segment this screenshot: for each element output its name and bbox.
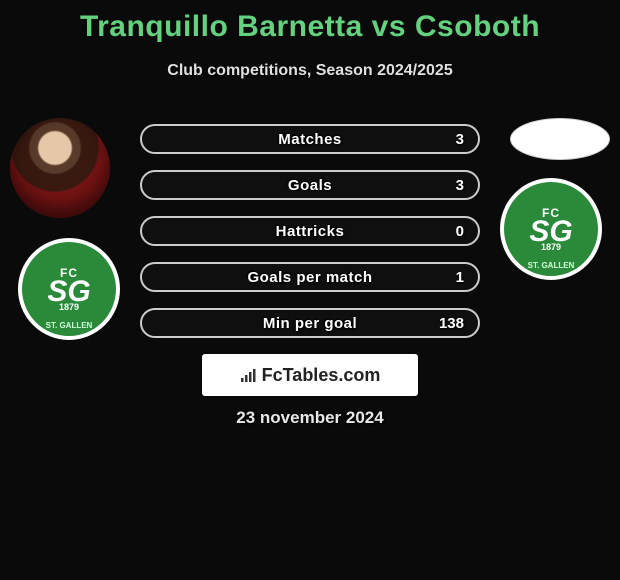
- player1-club-badge: FC SG 1879 ST. GALLEN: [18, 238, 120, 340]
- stat-row: Min per goal 138: [140, 308, 480, 338]
- subtitle: Club competitions, Season 2024/2025: [0, 62, 620, 80]
- comparison-title: Tranquillo Barnetta vs Csoboth: [0, 0, 620, 44]
- brand-box: FcTables.com: [202, 354, 418, 396]
- stat-row: Goals per match 1: [140, 262, 480, 292]
- brand-text: FcTables.com: [262, 365, 381, 386]
- stat-label: Min per goal: [263, 315, 357, 332]
- player2-name: Csoboth: [415, 10, 540, 43]
- stat-value-right: 3: [456, 131, 464, 148]
- stat-label: Matches: [278, 131, 342, 148]
- stat-value-right: 3: [456, 177, 464, 194]
- stat-row: Hattricks 0: [140, 216, 480, 246]
- club-ring-text: ST. GALLEN: [504, 182, 598, 276]
- player1-avatar: [10, 118, 110, 218]
- player1-name: Tranquillo Barnetta: [80, 10, 363, 43]
- stat-value-right: 0: [456, 223, 464, 240]
- club-ring-text: ST. GALLEN: [22, 242, 116, 336]
- title-separator: vs: [372, 10, 406, 43]
- stats-list: Matches 3 Goals 3 Hattricks 0 Goals per match 1…: [140, 124, 480, 354]
- stat-value-right: 1: [456, 269, 464, 286]
- generation-date: 23 november 2024: [0, 408, 620, 428]
- stat-row: Matches 3: [140, 124, 480, 154]
- player2-club-badge: FC SG 1879 ST. GALLEN: [500, 178, 602, 280]
- stat-label: Goals: [288, 177, 332, 194]
- stat-label: Goals per match: [247, 269, 372, 286]
- bar-chart-icon: [240, 367, 256, 383]
- player2-avatar: [510, 118, 610, 160]
- stat-label: Hattricks: [276, 223, 345, 240]
- stat-row: Goals 3: [140, 170, 480, 200]
- stat-value-right: 138: [439, 315, 464, 332]
